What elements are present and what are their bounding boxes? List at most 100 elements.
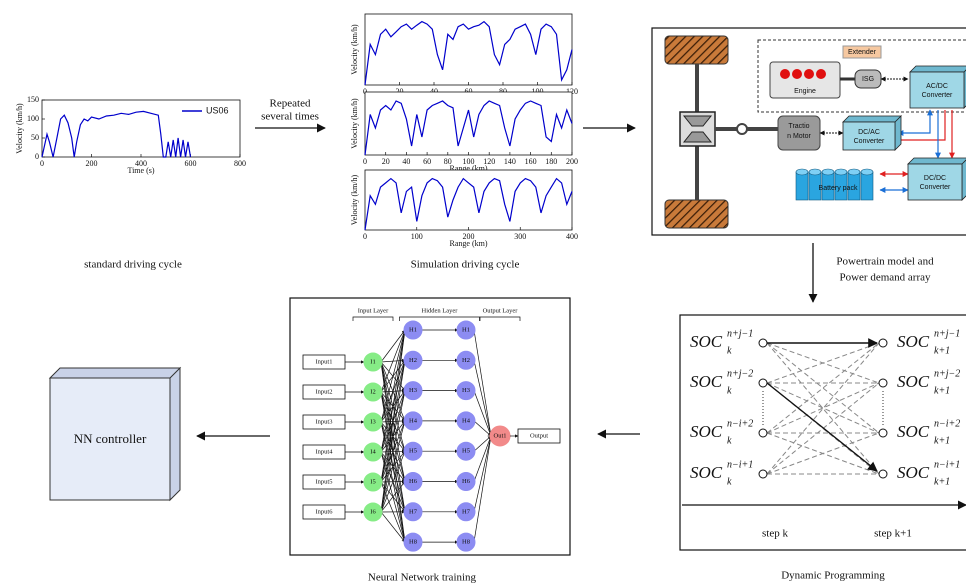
line-chart: 0200400600800050100150Time (s)Velocity (… xyxy=(15,95,246,175)
label: Battery pack xyxy=(819,185,858,192)
caption: Simulation driving cycle xyxy=(411,259,520,271)
neuron-label: H4 xyxy=(462,417,471,424)
label: Converter xyxy=(920,184,951,191)
caption: Power demand array xyxy=(839,272,931,284)
neuron-label: H7 xyxy=(409,508,418,515)
neuron-label: H5 xyxy=(462,448,470,455)
label: Extender xyxy=(848,49,877,56)
neuron-label: Out1 xyxy=(494,432,507,439)
neuron-label: I1 xyxy=(370,358,375,365)
diagram: Repeated several times standard driving … xyxy=(0,0,966,588)
neuron-label: H7 xyxy=(462,508,471,515)
soc-base: SOC xyxy=(897,332,930,351)
x-tick-label: 20 xyxy=(382,157,390,166)
cube-face xyxy=(910,72,964,108)
soc-sub: k+1 xyxy=(934,435,950,446)
x-tick-label: 400 xyxy=(566,232,578,241)
x-tick-label: 100 xyxy=(411,232,423,241)
y-tick-label: 50 xyxy=(31,133,39,142)
neuron-label: H1 xyxy=(409,326,417,333)
state-node xyxy=(879,379,887,387)
joint xyxy=(737,124,747,134)
x-tick-label: 200 xyxy=(86,159,98,168)
cylinder xyxy=(792,69,802,79)
cell-top xyxy=(861,169,873,175)
legend-label: US06 xyxy=(206,105,229,115)
soc-sub: k xyxy=(727,435,732,446)
neuron-label: H1 xyxy=(462,326,470,333)
x-tick-label: 0 xyxy=(40,159,44,168)
x-tick-label: 200 xyxy=(566,157,578,166)
repeat-label: Repeated xyxy=(270,98,311,110)
neuron-label: I6 xyxy=(370,508,376,515)
line-chart: 020406080100120140160180200Range (km)Vel… xyxy=(350,92,578,173)
layer-label: Input Layer xyxy=(358,307,389,314)
step-label: step k xyxy=(762,528,788,540)
soc-sup: n−i+2 xyxy=(727,418,753,429)
page: {"chart_data":[ {"type":"line","xlabel":… xyxy=(0,0,966,588)
soc-base: SOC xyxy=(897,372,930,391)
label: Converter xyxy=(854,138,885,145)
soc-sup: n−i+1 xyxy=(934,459,960,470)
state-node xyxy=(879,339,887,347)
cell-top xyxy=(848,169,860,175)
neuron-label: H8 xyxy=(462,539,470,546)
neuron-label: H2 xyxy=(462,357,470,364)
state-node xyxy=(759,429,767,437)
cylinder xyxy=(816,69,826,79)
x-tick-label: 40 xyxy=(402,157,410,166)
soc-base: SOC xyxy=(897,422,930,441)
cylinder xyxy=(804,69,814,79)
wheel xyxy=(665,200,728,228)
controller-label: NN controller xyxy=(74,431,147,446)
soc-sub: k xyxy=(727,476,732,487)
label: AC/DC xyxy=(926,83,948,90)
neuron-label: H5 xyxy=(409,448,417,455)
neuron-label: H2 xyxy=(409,357,417,364)
x-axis-label: Time (s) xyxy=(127,166,154,175)
neuron-label: H6 xyxy=(409,478,418,485)
input-label: Input1 xyxy=(316,358,333,365)
soc-base: SOC xyxy=(897,463,930,482)
caption: standard driving cycle xyxy=(84,259,182,271)
neuron-label: H6 xyxy=(462,478,471,485)
state-node xyxy=(879,470,887,478)
soc-base: SOC xyxy=(690,372,723,391)
powertrain: Extender Engine ISG Tractio n Motor Batt… xyxy=(652,28,966,284)
neural-network: Neural Network training Input1Input2Inpu… xyxy=(290,298,570,584)
soc-base: SOC xyxy=(690,332,723,351)
x-tick-label: 600 xyxy=(185,159,197,168)
input-label: Input2 xyxy=(316,388,333,395)
line-chart: 0100200300400Range (km)Velocity (km/h) xyxy=(350,170,578,248)
soc-sup: n−i+1 xyxy=(727,459,753,470)
repeat-label: several times xyxy=(261,111,319,123)
layer-label: Output Layer xyxy=(483,307,519,314)
plot-frame xyxy=(365,14,572,85)
cell-top xyxy=(796,169,808,175)
soc-base: SOC xyxy=(690,463,723,482)
label: n Motor xyxy=(787,133,811,140)
label: DC/AC xyxy=(858,129,880,136)
input-label: Input5 xyxy=(316,478,333,485)
soc-sub: k+1 xyxy=(934,476,950,487)
x-axis-label: Range (km) xyxy=(450,239,488,248)
y-tick-label: 0 xyxy=(35,152,39,161)
label: DC/DC xyxy=(924,175,946,182)
soc-sup: n+j−2 xyxy=(727,368,753,379)
label: Tractio xyxy=(788,123,809,130)
x-tick-label: 0 xyxy=(363,232,367,241)
x-tick-label: 0 xyxy=(363,157,367,166)
x-tick-label: 180 xyxy=(545,157,557,166)
soc-sub: k+1 xyxy=(934,385,950,396)
wheel xyxy=(665,36,728,64)
y-axis-label: Velocity (km/h) xyxy=(350,24,359,75)
neuron-label: H3 xyxy=(462,387,470,394)
soc-sub: k xyxy=(727,385,732,396)
y-axis-label: Velocity (km/h) xyxy=(350,98,359,149)
plot-frame xyxy=(365,170,572,230)
state-node xyxy=(879,429,887,437)
soc-base: SOC xyxy=(690,422,723,441)
input-label: Input6 xyxy=(316,508,334,515)
line-chart: 020406080100120Range (km)Velocity (km/h) xyxy=(350,14,578,103)
y-axis-label: Velocity (km/h) xyxy=(350,174,359,225)
